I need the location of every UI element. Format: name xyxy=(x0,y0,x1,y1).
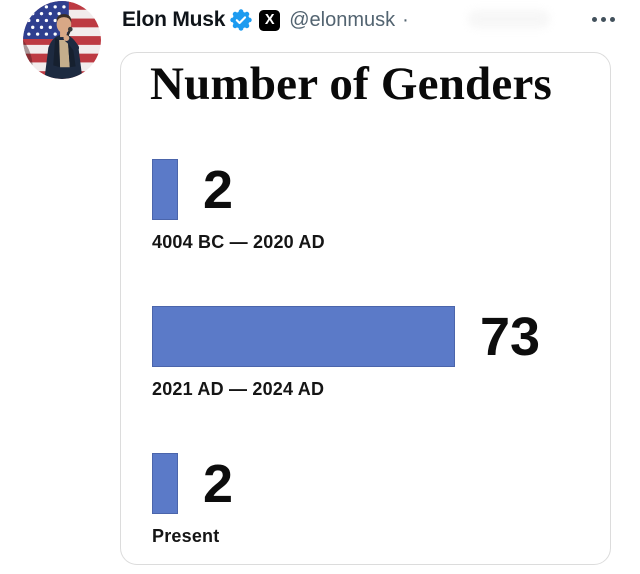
verified-badge-icon xyxy=(230,9,252,31)
bar xyxy=(152,306,455,367)
chart-title: Number of Genders xyxy=(150,58,553,110)
dot-icon xyxy=(592,17,597,22)
bar-value: 2 xyxy=(203,453,234,514)
dot-icon xyxy=(610,17,615,22)
bar-label: 4004 BC — 2020 AD xyxy=(152,232,325,252)
tweet-header: Elon Musk X @elonmusk · xyxy=(122,7,409,33)
blurred-timestamp xyxy=(468,10,550,28)
avatar-image xyxy=(23,1,101,79)
chart-row: 2 Present xyxy=(152,453,233,547)
dot-icon xyxy=(601,17,606,22)
bar-label: Present xyxy=(152,526,220,546)
author-handle[interactable]: @elonmusk xyxy=(289,8,396,31)
handle-separator: · xyxy=(402,8,409,31)
tweet-media-chart[interactable]: Number of Genders 2 4004 BC — 2020 AD 73… xyxy=(120,52,611,565)
bar xyxy=(152,453,178,514)
x-affiliation-badge[interactable]: X xyxy=(259,9,281,31)
author-name[interactable]: Elon Musk xyxy=(122,8,226,31)
bar-value: 73 xyxy=(480,306,541,367)
bar-label: 2021 AD — 2024 AD xyxy=(152,379,325,399)
avatar[interactable] xyxy=(23,1,101,79)
bar xyxy=(152,159,178,220)
chart-row: 73 2021 AD — 2024 AD xyxy=(152,306,540,400)
chart-row: 2 4004 BC — 2020 AD xyxy=(152,159,325,253)
bar-value: 2 xyxy=(203,159,234,220)
more-menu-button[interactable] xyxy=(590,15,617,24)
